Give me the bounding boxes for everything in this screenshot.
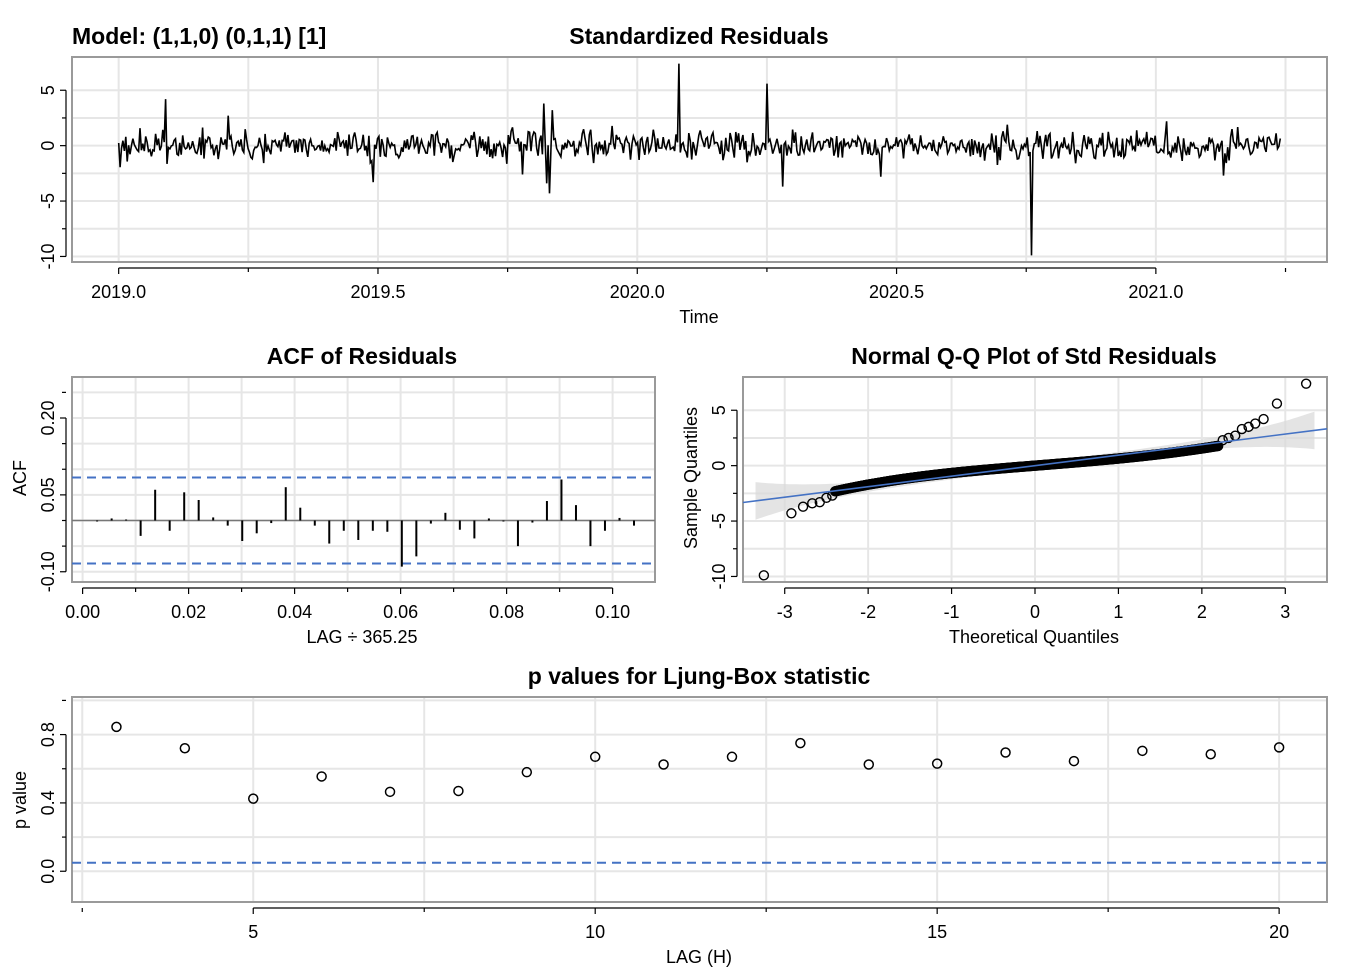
acf-y-tick-label: -0.10 — [38, 551, 58, 592]
qq-point — [1217, 434, 1228, 446]
residuals-y-tick-label: 0 — [38, 141, 58, 151]
ljung-box-point — [1068, 755, 1080, 767]
residuals-y-tick-label: 5 — [38, 85, 58, 95]
qq-y-tick-label: 0 — [709, 461, 729, 471]
ljung-box-x-tick-label: 10 — [585, 922, 605, 942]
qq-y-tick-label: -10 — [709, 563, 729, 589]
ljung-box-x-tick-label: 5 — [248, 922, 258, 942]
residuals-title: Standardized Residuals — [569, 23, 828, 49]
qq-point — [1271, 398, 1283, 409]
ljung-box-y-tick-label: 0.4 — [38, 790, 58, 815]
residuals-y-tick-label: -10 — [38, 243, 58, 269]
qq-point — [786, 508, 797, 519]
ljung-box-y-tick-label: 0.8 — [38, 722, 58, 747]
qq-point — [1223, 432, 1234, 444]
acf-x-tick-label: 0.06 — [383, 602, 418, 622]
qq-x-tick-label: -1 — [944, 602, 960, 622]
qq-point — [1258, 413, 1269, 425]
residuals-frame — [71, 56, 1328, 263]
acf-panel: ACF of Residuals LAG ÷ 365.25 ACF 0.00 0.… — [10, 343, 656, 647]
model-label: Model: (1,1,0) (0,1,1) [1] — [72, 23, 326, 49]
residuals-y-tick-label: -5 — [38, 193, 58, 209]
qq-reference-line — [742, 428, 1328, 504]
acf-xlabel: LAG ÷ 365.25 — [307, 627, 418, 647]
ljung-box-point — [1000, 747, 1011, 758]
ljung-box-x-tick-label: 15 — [927, 922, 947, 942]
residuals-x-tick-label: 2019.5 — [350, 282, 405, 302]
acf-x-tick-label: 0.04 — [277, 602, 312, 622]
acf-x-tick-label: 0.00 — [65, 602, 100, 622]
acf-y-tick-label: 0.05 — [38, 477, 58, 512]
qq-point — [797, 501, 809, 512]
ljung-box-point — [247, 793, 259, 804]
ljung-box-y-tick-label: 0.0 — [38, 859, 58, 884]
ljung-box-title: p values for Ljung-Box statistic — [528, 663, 871, 689]
qq-panel: Normal Q-Q Plot of Std Residuals Theoret… — [681, 343, 1328, 647]
ljung-box-point — [179, 743, 191, 754]
ljung-box-point — [1205, 748, 1216, 760]
ljung-box-point — [1137, 745, 1148, 757]
qq-ylabel: Sample Quantiles — [681, 407, 701, 549]
acf-x-tick-label: 0.08 — [489, 602, 524, 622]
qq-point — [807, 498, 818, 509]
qq-x-tick-label: 2 — [1197, 602, 1207, 622]
ljung-box-point — [863, 759, 875, 770]
residuals-panel: Standardized Residuals Time 2019.0 2019.5… — [38, 23, 1328, 327]
acf-ylabel: ACF — [10, 460, 30, 496]
residuals-x-tick-label: 2020.0 — [610, 282, 665, 302]
qq-point — [821, 492, 832, 503]
ljung-box-point — [316, 771, 327, 782]
acf-y-tick-label: 0.20 — [38, 400, 58, 435]
ljung-box-point — [1273, 742, 1285, 753]
residuals-x-tick-label: 2021.0 — [1128, 282, 1183, 302]
residuals-x-tick-label: 2019.0 — [91, 282, 146, 302]
qq-point — [758, 570, 770, 581]
ljung-box-point — [795, 737, 806, 749]
ljung-box-point — [453, 785, 464, 797]
qq-x-tick-label: 3 — [1280, 602, 1290, 622]
qq-x-tick-label: 1 — [1113, 602, 1123, 622]
ljung-box-panel: p values for Ljung-Box statistic LAG (H)… — [10, 663, 1328, 967]
qq-frame — [742, 376, 1328, 583]
ljung-box-point — [521, 766, 533, 778]
qq-y-tick-label: 5 — [709, 405, 729, 415]
qq-x-tick-label: 0 — [1030, 602, 1040, 622]
acf-x-tick-label: 0.02 — [171, 602, 206, 622]
ljung-box-point — [589, 751, 601, 763]
acf-frame — [71, 376, 656, 583]
qq-point — [1236, 423, 1248, 435]
ljung-box-x-tick-label: 20 — [1269, 922, 1289, 942]
qq-x-tick-label: -2 — [860, 602, 876, 622]
qq-x-tick-label: -3 — [777, 602, 793, 622]
ljung-box-xlabel: LAG (H) — [666, 947, 732, 967]
ljung-box-frame — [71, 696, 1328, 903]
ljung-box-ylabel: p value — [10, 771, 30, 829]
acf-x-tick-label: 0.10 — [595, 602, 630, 622]
ljung-box-point — [384, 786, 396, 798]
qq-xlabel: Theoretical Quantiles — [949, 627, 1119, 647]
ljung-box-point — [931, 758, 943, 769]
acf-title: ACF of Residuals — [267, 343, 457, 369]
ljung-box-point — [658, 759, 669, 770]
ljung-box-point — [726, 751, 738, 763]
qq-point — [1300, 378, 1312, 389]
residuals-x-tick-label: 2020.5 — [869, 282, 924, 302]
qq-y-tick-label: -5 — [709, 513, 729, 529]
qq-point — [1243, 421, 1254, 433]
ljung-box-point — [111, 721, 122, 733]
qq-title: Normal Q-Q Plot of Std Residuals — [851, 343, 1216, 369]
residuals-series-line — [117, 63, 1282, 256]
qq-point — [1250, 418, 1261, 429]
residuals-xlabel: Time — [679, 307, 718, 327]
